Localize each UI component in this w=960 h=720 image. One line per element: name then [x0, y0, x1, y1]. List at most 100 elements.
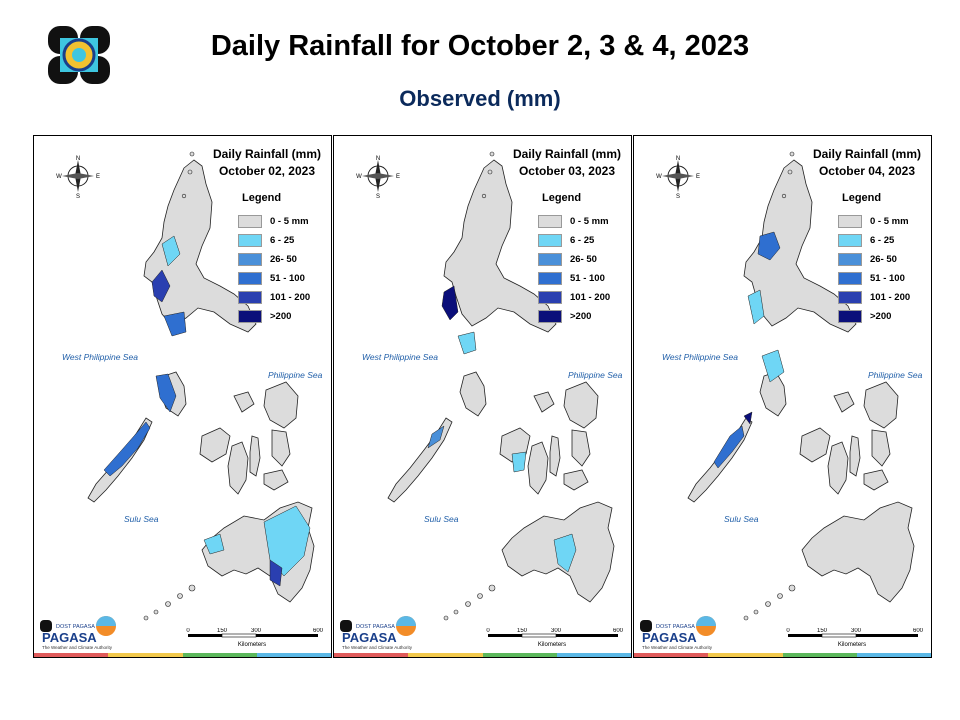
legend: 0 - 5 mm 6 - 25 26- 50 51 - 100 101 - 200 >20…: [238, 212, 310, 326]
scale-tick-label: 600: [613, 628, 624, 634]
philippines-map: [687, 151, 915, 621]
legend-label: >200: [570, 311, 592, 322]
legend-label: 26- 50: [570, 254, 597, 265]
legend-swatch: [238, 253, 262, 266]
legend-label: >200: [870, 311, 892, 322]
rainfall-map-panel-1: N S E W Daily Rainfall (mm) October 02, …: [33, 135, 332, 658]
brand-name-text: PAGASA: [42, 630, 97, 645]
map-date: October 02, 2023: [218, 164, 316, 178]
legend-item: 6 - 25: [238, 231, 310, 250]
strip-segment: [782, 653, 857, 657]
legend-swatch: [538, 310, 562, 323]
pagasa-footer-logo: DOST PAGASA PAGASA The Weather and Clima…: [38, 614, 124, 652]
legend-label: >200: [270, 311, 292, 322]
compass-e-label: E: [696, 174, 700, 180]
compass-w-label: W: [356, 174, 362, 180]
masbate-island: [233, 391, 255, 413]
legend-item: 0 - 5 mm: [838, 212, 910, 231]
rainfall-area: [511, 451, 527, 473]
pagasa-footer-logo: DOST PAGASA PAGASA The Weather and Clima…: [338, 614, 424, 652]
legend-item: 0 - 5 mm: [538, 212, 610, 231]
philippines-map: [87, 151, 315, 621]
scale-unit-label: Kilometers: [538, 642, 566, 648]
legend: 0 - 5 mm 6 - 25 26- 50 51 - 100 101 - 200 >20…: [538, 212, 610, 326]
rainfall-area: [103, 421, 151, 477]
philippine-sea-label: Philippine Sea: [868, 370, 923, 380]
legend-item: 26- 50: [538, 250, 610, 269]
legend-label: 0 - 5 mm: [270, 216, 309, 227]
compass-s-label: S: [76, 194, 80, 198]
map-heading: Daily Rainfall (mm): [812, 147, 921, 161]
luzon-island: [143, 159, 257, 333]
scale-tick-label: 0: [186, 628, 190, 634]
brand-tagline-text: The Weather and Climate Authority: [42, 645, 113, 650]
scale-tick-label: 150: [517, 628, 528, 634]
scale-tick-label: 300: [251, 628, 262, 634]
legend-swatch: [238, 215, 262, 228]
sulu-sea-label: Sulu Sea: [424, 514, 459, 524]
rainfall-area: [747, 289, 765, 325]
scale-tick-label: 0: [786, 628, 790, 634]
rainfall-area: [155, 373, 177, 413]
philippines-map: [387, 151, 615, 621]
legend-label: 6 - 25: [570, 235, 595, 246]
legend-label: 51 - 100: [570, 273, 605, 284]
map-header: Daily Rainfall (mm) October 04, 2023: [813, 146, 921, 180]
strip-segment: [334, 653, 409, 657]
samar-island: [863, 381, 899, 429]
strip-segment: [182, 653, 257, 657]
batanes-islands: [481, 151, 495, 199]
sulu-archipelago: [443, 584, 496, 621]
scale-unit-label: Kilometers: [238, 642, 266, 648]
philippine-sea-label: Philippine Sea: [268, 370, 323, 380]
rainfall-area: [761, 349, 785, 383]
legend-label: 26- 50: [270, 254, 297, 265]
rainfall-area: [553, 533, 577, 573]
north-arrow-compass: N S E W: [356, 154, 400, 200]
legend-label: 101 - 200: [870, 292, 911, 303]
legend-label: 101 - 200: [570, 292, 611, 303]
strip-segment: [256, 653, 331, 657]
legend-label: 6 - 25: [870, 235, 895, 246]
map-heading: Daily Rainfall (mm): [512, 147, 621, 161]
rainfall-area: [427, 425, 445, 449]
brand-name-text: PAGASA: [342, 630, 397, 645]
cebu-island: [549, 435, 561, 477]
samar-island: [563, 381, 599, 429]
negros-island: [227, 441, 249, 495]
legend-item: >200: [838, 307, 910, 326]
legend-label: 0 - 5 mm: [570, 216, 609, 227]
legend-swatch: [538, 272, 562, 285]
brand-small-text: DOST PAGASA: [656, 624, 695, 630]
legend-swatch: [838, 291, 862, 304]
legend-swatch: [238, 310, 262, 323]
west-philippine-sea-label: West Philippine Sea: [362, 352, 438, 362]
legend-label: 101 - 200: [270, 292, 311, 303]
color-strip: [34, 653, 331, 657]
scale-tick-label: 300: [551, 628, 562, 634]
negros-island: [827, 441, 849, 495]
rainfall-area: [757, 231, 781, 261]
leyte-island: [871, 429, 891, 467]
rainfall-map-panel-3: N S E W Daily Rainfall (mm) October 04, …: [633, 135, 932, 658]
compass-w-label: W: [56, 174, 62, 180]
scale-tick-label: 150: [817, 628, 828, 634]
north-arrow-compass: N S E W: [56, 154, 100, 200]
philippine-sea-label: Philippine Sea: [568, 370, 623, 380]
rainfall-area: [269, 559, 283, 587]
legend-swatch: [238, 291, 262, 304]
scale-bar: 0 150 300 600 Kilometers: [484, 628, 624, 652]
bohol-island: [563, 469, 589, 491]
pagasa-footer-logo: DOST PAGASA PAGASA The Weather and Clima…: [638, 614, 724, 652]
legend-item: 0 - 5 mm: [238, 212, 310, 231]
masbate-island: [833, 391, 855, 413]
pagasa-logo: [46, 24, 112, 86]
brand-tagline-text: The Weather and Climate Authority: [342, 645, 413, 650]
rainfall-area: [163, 311, 187, 337]
legend-swatch: [238, 234, 262, 247]
brand-name-text: PAGASA: [642, 630, 697, 645]
legend-swatch: [838, 310, 862, 323]
legend-label: 51 - 100: [870, 273, 905, 284]
compass-s-label: S: [376, 194, 380, 198]
leyte-island: [571, 429, 591, 467]
